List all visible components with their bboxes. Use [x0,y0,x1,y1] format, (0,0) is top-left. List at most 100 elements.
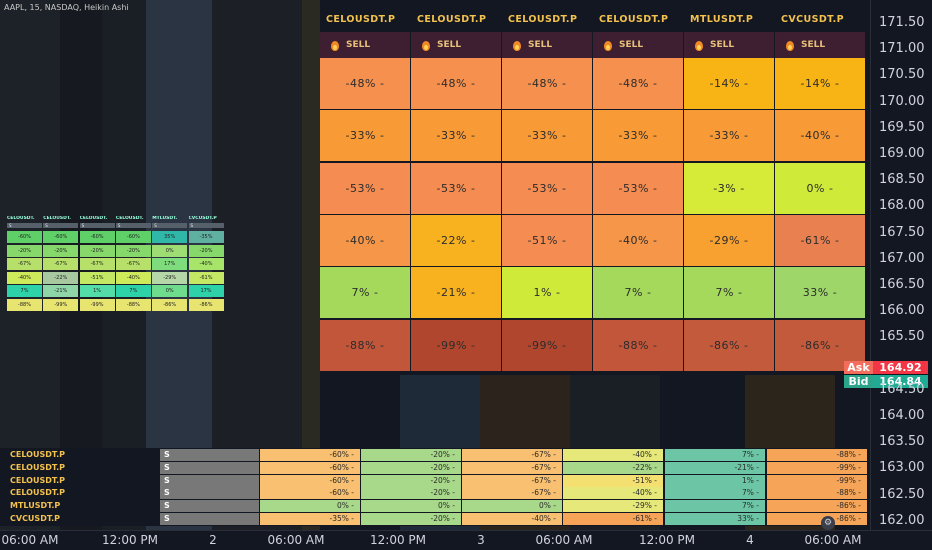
mini-heatmap-cell: 17% [188,285,224,297]
mini-heatmap-cell: -20% [7,244,42,257]
column-header: CELOUSDT.P [599,14,669,25]
signal-cell: SELL [502,32,592,58]
table-cell: 0% - [260,500,360,513]
heatmap-cell: -48% - [502,58,592,109]
bid-box: Bid 164.84 [844,375,928,388]
time-tick: 4 [746,533,754,547]
table-cell: -67% - [462,474,562,487]
mini-signal-cell: S [188,223,224,228]
table-cell: -40% - [462,513,562,525]
table-cell: 1% - [665,474,765,487]
mini-heatmap-cell: -61% [188,271,224,284]
heatmap-cell: -53% - [411,162,501,214]
table-cell: -20% - [361,474,461,487]
price-tick: 168.50 [879,172,925,188]
heatmap-cell: -53% - [320,162,410,214]
mini-heatmap-cell: -21% [43,285,79,297]
symbol-name: CELOUSDT.P [10,475,65,485]
heatmap-cell: -88% - [320,319,410,371]
mini-heatmap-cell: -67% [115,258,151,270]
mini-heatmap-cell: -40% [7,271,42,284]
table-cell: -40% - [563,449,663,461]
mini-heatmap-cell: 7% [115,285,151,297]
heatmap-cell: 33% - [775,267,865,319]
table-cell: -20% - [361,513,461,525]
mini-heatmap-cell: -20% [188,244,224,257]
time-tick: 06:00 AM [1,533,59,547]
table-cell: -61% - [563,513,663,525]
price-tick: 170.00 [879,93,925,109]
column-header: CELOUSDT.P [326,14,396,25]
ask-label: Ask [844,361,873,374]
mini-heatmap-cell: -60% [7,231,42,243]
mini-heatmap-cell: -86% [188,298,224,311]
price-tick: 164.00 [879,408,925,423]
time-tick: 06:00 AM [267,533,325,547]
column-header: CVCUSDT.P [781,14,844,25]
mini-signal-cell: S [152,223,188,228]
heatmap-cell: -48% - [593,58,683,109]
mini-column-header: CELOUSDT. [115,216,144,221]
price-axis[interactable]: Ask 164.92 Bid 164.84 171.50 171.00 170.50… [844,0,932,530]
heatmap-table: CELOUSDT.P SELL CELOUSDT.P SELL CELOUSDT.P SE… [320,5,866,373]
column-header: CELOUSDT.P [508,14,578,25]
table-cell: -29% - [563,500,663,513]
table-cell: -88% - [767,449,867,461]
symbol-name: CELOUSDT.P [10,450,65,459]
table-cell: -21% - [665,461,765,474]
mini-heatmap-cell: -67% [79,258,115,270]
price-tick: 170.50 [879,67,925,83]
signal-cell: SELL [411,32,501,58]
signal-cell: S [160,513,259,525]
time-axis[interactable]: 06:00 AM 12:00 PM 2 06:00 AM 12:00 PM 3 06:00 … [0,530,932,550]
signal-cell: S [160,461,259,474]
symbol-name: CVCUSDT.P [10,514,60,523]
table-cell: -99% - [767,461,867,474]
mini-heatmap-cell: -20% [79,244,115,257]
mini-heatmap-cell: -88% [115,298,151,311]
heatmap-cell: -88% - [593,319,683,371]
heatmap-cell: -40% - [593,214,683,266]
time-tick: 12:00 PM [102,533,158,547]
table-cell: 33% - [665,513,765,525]
screener-table: CELOUSDT.P S -60% - -20% - -67% - -40% -7% --… [0,448,870,526]
heatmap-cell: -33% - [684,110,774,162]
table-cell: 0% - [462,500,562,513]
flame-icon [512,39,522,51]
table-cell: 7% - [665,449,765,461]
flame-icon [694,39,704,51]
gear-icon[interactable]: ⚙ [821,516,835,530]
heatmap-cell: -33% - [320,110,410,162]
heatmap-cell: -48% - [320,58,410,109]
heatmap-cell: -48% - [411,58,501,109]
mini-heatmap-cell: -88% [7,298,42,311]
signal-cell: S [160,474,259,487]
mini-heatmap-cell: 0% [152,285,188,297]
mini-heatmap-cell: -22% [43,271,79,284]
table-row: CELOUSDT.P S -60% - -20% - -67% - -40% -7% --… [0,487,868,500]
mini-signal-cell: S [43,223,79,228]
mini-heatmap-cell: -40% [115,271,151,284]
mini-heatmap-cell: -99% [43,298,79,311]
mini-heatmap-cell: -60% [43,231,79,243]
mini-signal-cell: S [7,223,42,228]
mini-heatmap-cell: 7% [7,285,42,297]
price-tick: 166.50 [879,277,925,292]
time-tick: 2 [209,533,217,547]
heatmap-cell: -14% - [775,58,865,109]
mini-heatmap-cell: -20% [115,244,151,257]
heatmap-cell: -3% - [684,162,774,214]
table-cell: -67% - [462,487,562,500]
heatmap-cell: 7% - [593,267,683,319]
mini-heatmap-cell: -35% [188,231,224,243]
bid-label: Bid [844,375,873,388]
table-cell: 0% - [361,500,461,513]
price-tick: 162.50 [879,486,925,502]
table-cell: -20% - [361,487,461,500]
signal-cell: S [160,487,259,500]
table-cell: -51% - [563,474,663,487]
price-tick: 169.00 [879,146,925,161]
mini-heatmap-cell: -86% [152,298,188,311]
mini-heatmap-cell: -51% [79,271,115,284]
signal-label: SELL [619,40,644,50]
